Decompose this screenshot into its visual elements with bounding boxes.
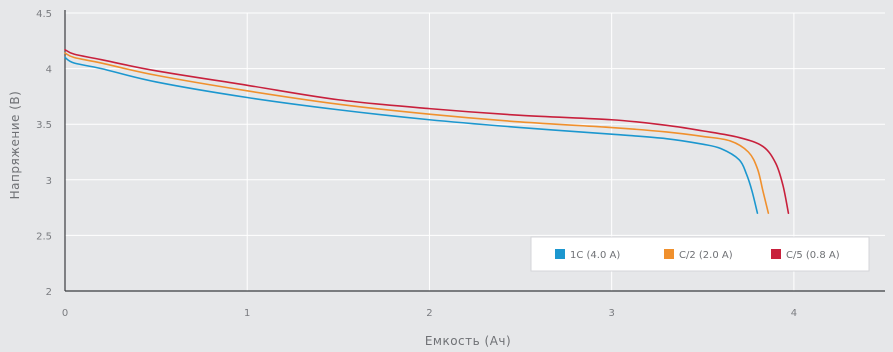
y-tick-label: 3.5 [36, 120, 52, 131]
legend-label-3: C/5 (0.8 A) [786, 250, 840, 261]
legend-swatch-2 [664, 249, 674, 259]
y-tick-label: 2 [46, 287, 52, 298]
series-line-2 [64, 52, 770, 214]
tick-labels: 0 1 2 3 4 2 2.5 3 3.5 4 4.5 [36, 9, 797, 319]
series-line-3 [64, 48, 790, 214]
y-axis-title: Напряжение (В) [8, 91, 22, 200]
x-tick-label: 0 [62, 308, 68, 319]
y-tick-label: 4.5 [36, 9, 52, 20]
x-tick-label: 4 [791, 308, 797, 319]
y-tick-label: 2.5 [36, 231, 52, 242]
x-tick-label: 1 [244, 308, 250, 319]
y-tick-label: 3 [46, 176, 52, 187]
x-axis-title: Емкость (Ач) [425, 334, 511, 348]
legend: 1C (4.0 A) C/2 (2.0 A) C/5 (0.8 A) [530, 236, 870, 272]
y-tick-label: 4 [46, 65, 52, 76]
legend-swatch-3 [771, 249, 781, 259]
data-series [64, 48, 790, 214]
legend-label-1: 1C (4.0 A) [570, 250, 620, 261]
legend-label-2: C/2 (2.0 A) [679, 250, 733, 261]
x-tick-label: 3 [608, 308, 614, 319]
series-line-1 [64, 56, 759, 214]
legend-box [530, 236, 870, 272]
legend-swatch-1 [555, 249, 565, 259]
x-tick-label: 2 [426, 308, 432, 319]
